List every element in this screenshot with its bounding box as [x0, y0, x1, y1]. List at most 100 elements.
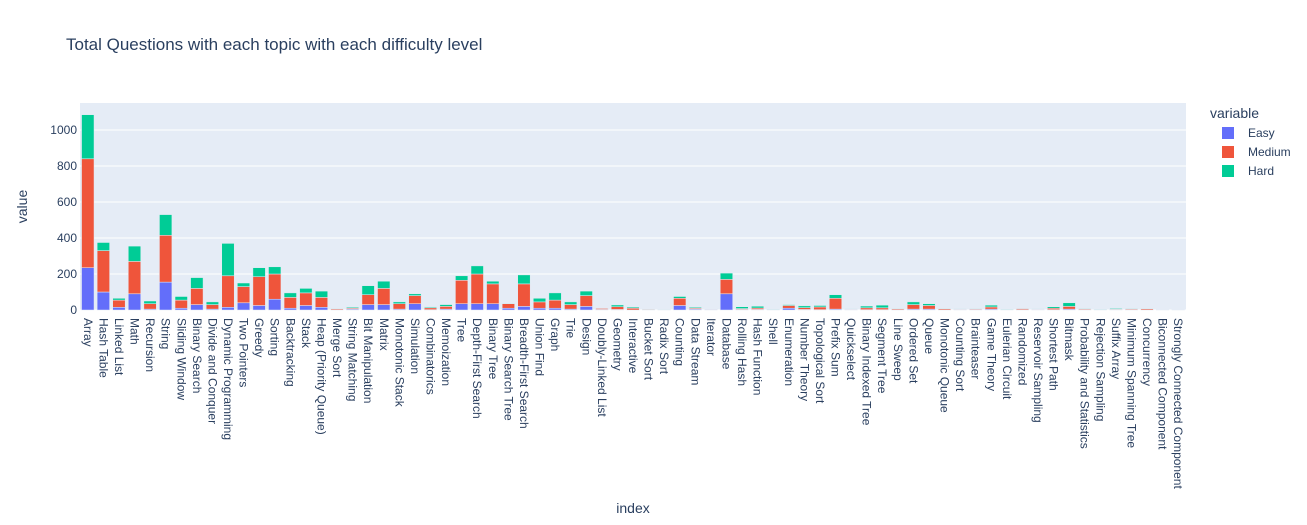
x-tick-label: Combinatorics [423, 318, 437, 395]
bar-medium [626, 307, 640, 311]
bar-medium [252, 276, 266, 306]
bar-easy [548, 307, 562, 311]
bar-medium [517, 283, 531, 307]
bar-hard [455, 275, 469, 281]
bar-hard [860, 305, 874, 309]
bar-medium [719, 279, 733, 295]
x-tick-label: Binary Indexed Tree [860, 318, 874, 426]
bar-easy [221, 307, 235, 311]
x-tick-label: Eulerian Circuit [1000, 318, 1014, 400]
x-tick-label: Design [579, 318, 593, 355]
legend-title: variable [1210, 105, 1259, 121]
bar-medium [797, 307, 811, 310]
bar-easy [128, 293, 142, 311]
x-tick-label: Database [719, 318, 733, 370]
x-tick-label: Game Theory [984, 318, 998, 391]
bar-hard [143, 300, 157, 304]
bar-medium [501, 303, 515, 309]
bar-hard [299, 288, 313, 294]
bar-easy [190, 304, 204, 311]
bar-hard [408, 293, 422, 296]
x-tick-label: Memoization [439, 318, 453, 386]
x-tick-label: Linked List [112, 318, 126, 376]
y-axis-ticks: 0 200 400 600 800 1000 [50, 123, 77, 317]
bar-medium [813, 306, 827, 310]
bar-hard [517, 274, 531, 285]
bar-medium [533, 301, 547, 309]
bar-hard [283, 292, 297, 298]
bar-hard [610, 304, 624, 308]
bar-hard [96, 242, 110, 251]
y-tick-label: 800 [57, 159, 77, 173]
bar-hard [579, 290, 593, 296]
x-tick-label: Rolling Hash [735, 318, 749, 386]
x-tick-label: Binary Tree [486, 318, 500, 380]
bar-easy [159, 281, 173, 311]
bar-medium [922, 305, 936, 310]
x-tick-label: Breadth-First Search [517, 318, 531, 429]
bar-hard [314, 290, 328, 298]
bar-medium [486, 283, 500, 304]
bar-hard [906, 301, 920, 305]
bar-hard [112, 298, 126, 301]
chart-title: Total Questions with each topic with eac… [66, 35, 482, 54]
bar-medium [392, 303, 406, 310]
bar-easy [408, 303, 422, 311]
legend-label-easy[interactable]: Easy [1248, 126, 1275, 140]
x-tick-label: Depth-First Search [470, 318, 484, 419]
x-tick-label: Line Sweep [891, 318, 905, 381]
bar-medium [112, 299, 126, 308]
x-tick-label: String Matching [346, 318, 360, 401]
bar-hard [1124, 308, 1138, 310]
bar-hard [221, 243, 235, 277]
bar-medium [860, 307, 874, 310]
legend-label-medium[interactable]: Medium [1248, 145, 1291, 159]
x-tick-label: Counting [673, 318, 687, 366]
bar-hard [392, 301, 406, 304]
x-tick-label: Probability and Statistics [1078, 318, 1092, 449]
legend-label-hard[interactable]: Hard [1248, 164, 1274, 178]
bar-hard [875, 304, 889, 309]
x-tick-label: Math [128, 318, 142, 345]
bar-medium [299, 292, 313, 306]
bar-hard [984, 304, 998, 308]
x-tick-label: Reservoir Sampling [1031, 318, 1045, 423]
bar-hard [81, 114, 95, 160]
x-tick-label: Array [81, 318, 95, 347]
bar-easy [283, 307, 297, 311]
bar-hard [626, 306, 640, 309]
bar-medium [906, 304, 920, 310]
legend: variable Easy Medium Hard [1210, 105, 1291, 178]
x-tick-label: Minimum Spanning Tree [1124, 318, 1138, 448]
legend-swatch-easy[interactable] [1222, 127, 1234, 139]
x-tick-label: Backtracking [283, 318, 297, 387]
bar-hard [1140, 307, 1154, 309]
x-tick-label: Topological Sort [813, 318, 827, 404]
x-tick-label: Recursion [143, 318, 157, 372]
bar-medium [81, 158, 95, 268]
bar-hard [330, 307, 344, 309]
x-tick-label: Hash Table [96, 318, 110, 378]
bar-easy [517, 306, 531, 311]
y-tick-label: 1000 [50, 123, 77, 137]
bar-medium [237, 286, 251, 304]
bar-medium [190, 288, 204, 305]
bar-medium [221, 275, 235, 308]
bar-medium [143, 303, 157, 310]
bar-hard [673, 296, 687, 299]
bar-medium [283, 297, 297, 309]
bar-easy [237, 302, 251, 311]
bar-medium [159, 235, 173, 283]
x-tick-label: Bit Manipulation [361, 318, 375, 403]
bar-medium [875, 307, 889, 310]
legend-swatch-medium[interactable] [1222, 146, 1234, 158]
x-tick-label: Shell [766, 318, 780, 345]
bar-medium [782, 305, 796, 309]
bar-medium [377, 288, 391, 305]
legend-swatch-hard[interactable] [1222, 165, 1234, 177]
bar-easy [486, 303, 500, 311]
bar-hard [548, 292, 562, 301]
x-tick-label: Sorting [268, 318, 282, 356]
x-tick-label: Radix Sort [657, 318, 671, 375]
x-tick-label: Concurrency [1140, 318, 1154, 386]
